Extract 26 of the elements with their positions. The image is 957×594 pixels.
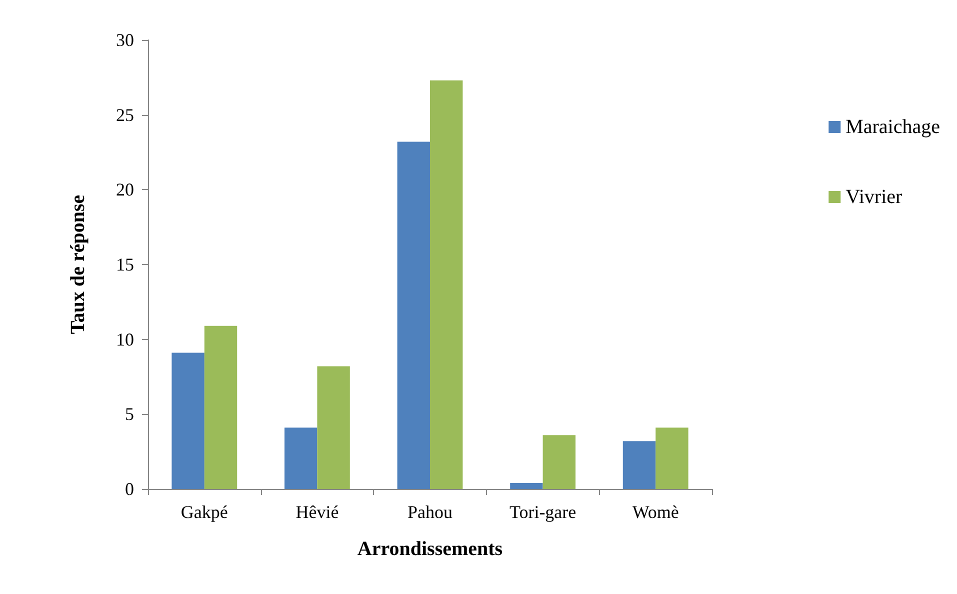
y-tick-label: 30: [116, 30, 134, 50]
y-tick-label: 5: [125, 404, 134, 424]
x-tick-label: Hêvié: [296, 502, 339, 522]
y-tick-label: 0: [125, 479, 134, 499]
y-tick-label: 20: [116, 180, 134, 200]
x-tick-label: Tori-gare: [509, 502, 576, 522]
bar: [284, 428, 318, 489]
legend-label: Maraichage: [846, 116, 940, 138]
bar: [317, 366, 350, 489]
x-tick-label: Pahou: [408, 502, 452, 522]
y-axis-title: Taux de réponse: [67, 194, 89, 334]
y-tick-label: 15: [116, 254, 134, 274]
y-tick-label: 10: [116, 329, 134, 350]
bar: [510, 483, 543, 489]
x-axis-title: Arrondissements: [357, 538, 503, 560]
x-tick-label: Womè: [632, 502, 679, 522]
bar: [622, 441, 656, 489]
y-tick-label: 25: [116, 104, 134, 125]
bar: [542, 435, 576, 489]
bar: [430, 80, 463, 489]
bar: [656, 428, 688, 489]
x-tick-label: Gakpé: [180, 502, 228, 522]
legend-label: Vivrier: [846, 186, 903, 208]
bar: [397, 142, 430, 489]
bar: [204, 326, 238, 489]
bar: [172, 352, 204, 489]
